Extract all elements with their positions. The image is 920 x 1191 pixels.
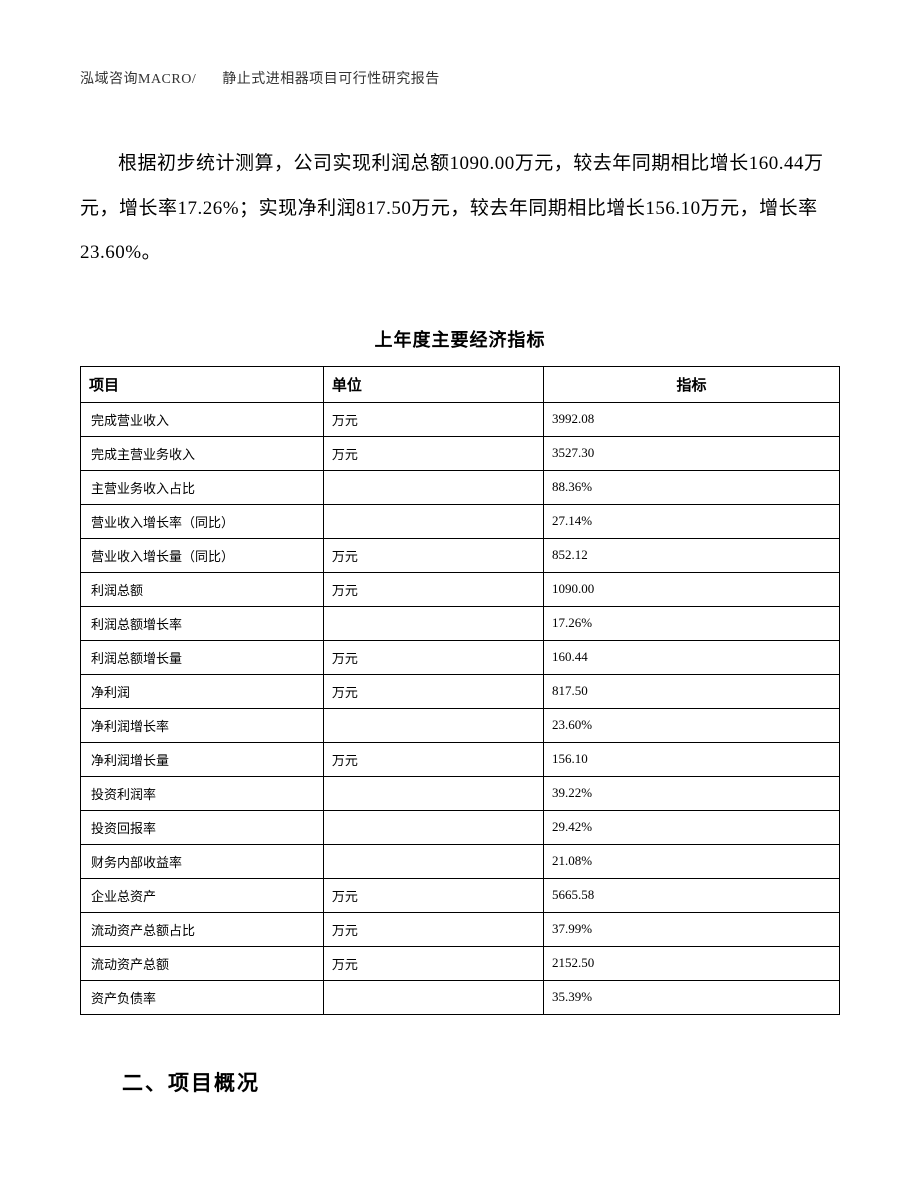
table-body: 完成营业收入 万元 3992.08 完成主营业务收入 万元 3527.30 主营… — [81, 402, 840, 1014]
cell-unit — [323, 776, 543, 810]
cell-unit — [323, 708, 543, 742]
cell-value: 817.50 — [543, 674, 839, 708]
page-container: 泓域咨询MACRO/ 静止式进相器项目可行性研究报告 根据初步统计测算，公司实现… — [0, 0, 920, 1147]
cell-item: 净利润增长率 — [81, 708, 324, 742]
summary-paragraph: 根据初步统计测算，公司实现利润总额1090.00万元，较去年同期相比增长160.… — [80, 142, 840, 276]
economic-indicators-table: 项目 单位 指标 完成营业收入 万元 3992.08 完成主营业务收入 万元 3… — [80, 366, 840, 1015]
cell-unit — [323, 844, 543, 878]
cell-item: 完成营业收入 — [81, 402, 324, 436]
cell-item: 完成主营业务收入 — [81, 436, 324, 470]
cell-unit: 万元 — [323, 912, 543, 946]
header-company: 泓域咨询MACRO/ — [80, 72, 196, 87]
cell-value: 39.22% — [543, 776, 839, 810]
column-header-item: 项目 — [81, 366, 324, 402]
cell-value: 5665.58 — [543, 878, 839, 912]
table-row: 利润总额 万元 1090.00 — [81, 572, 840, 606]
cell-value: 35.39% — [543, 980, 839, 1014]
cell-value: 21.08% — [543, 844, 839, 878]
cell-unit — [323, 504, 543, 538]
cell-unit: 万元 — [323, 436, 543, 470]
cell-item: 财务内部收益率 — [81, 844, 324, 878]
page-header: 泓域咨询MACRO/ 静止式进相器项目可行性研究报告 — [80, 68, 840, 88]
table-row: 流动资产总额占比 万元 37.99% — [81, 912, 840, 946]
table-row: 投资回报率 29.42% — [81, 810, 840, 844]
cell-value: 17.26% — [543, 606, 839, 640]
cell-value: 852.12 — [543, 538, 839, 572]
cell-item: 资产负债率 — [81, 980, 324, 1014]
column-header-unit: 单位 — [323, 366, 543, 402]
cell-unit: 万元 — [323, 572, 543, 606]
cell-unit — [323, 470, 543, 504]
table-row: 完成营业收入 万元 3992.08 — [81, 402, 840, 436]
cell-item: 营业收入增长率（同比） — [81, 504, 324, 538]
table-row: 利润总额增长量 万元 160.44 — [81, 640, 840, 674]
table-row: 营业收入增长率（同比） 27.14% — [81, 504, 840, 538]
cell-unit — [323, 980, 543, 1014]
cell-value: 3527.30 — [543, 436, 839, 470]
cell-unit — [323, 810, 543, 844]
cell-unit: 万元 — [323, 674, 543, 708]
cell-value: 2152.50 — [543, 946, 839, 980]
table-row: 投资利润率 39.22% — [81, 776, 840, 810]
cell-unit: 万元 — [323, 640, 543, 674]
cell-item: 投资利润率 — [81, 776, 324, 810]
cell-value: 27.14% — [543, 504, 839, 538]
cell-unit: 万元 — [323, 878, 543, 912]
cell-item: 企业总资产 — [81, 878, 324, 912]
cell-value: 37.99% — [543, 912, 839, 946]
table-row: 净利润增长量 万元 156.10 — [81, 742, 840, 776]
header-doc-title: 静止式进相器项目可行性研究报告 — [222, 72, 440, 87]
cell-item: 净利润增长量 — [81, 742, 324, 776]
table-row: 资产负债率 35.39% — [81, 980, 840, 1014]
table-row: 净利润 万元 817.50 — [81, 674, 840, 708]
column-header-value: 指标 — [543, 366, 839, 402]
cell-item: 利润总额 — [81, 572, 324, 606]
cell-value: 29.42% — [543, 810, 839, 844]
cell-item: 利润总额增长量 — [81, 640, 324, 674]
table-title: 上年度主要经济指标 — [80, 326, 840, 352]
cell-unit — [323, 606, 543, 640]
cell-item: 流动资产总额 — [81, 946, 324, 980]
cell-value: 156.10 — [543, 742, 839, 776]
cell-unit: 万元 — [323, 402, 543, 436]
cell-unit: 万元 — [323, 742, 543, 776]
cell-value: 88.36% — [543, 470, 839, 504]
table-row: 利润总额增长率 17.26% — [81, 606, 840, 640]
cell-item: 流动资产总额占比 — [81, 912, 324, 946]
cell-unit: 万元 — [323, 946, 543, 980]
cell-value: 23.60% — [543, 708, 839, 742]
table-row: 净利润增长率 23.60% — [81, 708, 840, 742]
table-header-row: 项目 单位 指标 — [81, 366, 840, 402]
cell-item: 投资回报率 — [81, 810, 324, 844]
table-row: 主营业务收入占比 88.36% — [81, 470, 840, 504]
table-row: 企业总资产 万元 5665.58 — [81, 878, 840, 912]
cell-value: 1090.00 — [543, 572, 839, 606]
cell-item: 主营业务收入占比 — [81, 470, 324, 504]
cell-value: 3992.08 — [543, 402, 839, 436]
table-row: 财务内部收益率 21.08% — [81, 844, 840, 878]
cell-unit: 万元 — [323, 538, 543, 572]
cell-item: 利润总额增长率 — [81, 606, 324, 640]
table-row: 流动资产总额 万元 2152.50 — [81, 946, 840, 980]
table-row: 营业收入增长量（同比） 万元 852.12 — [81, 538, 840, 572]
cell-item: 净利润 — [81, 674, 324, 708]
section-title: 二、项目概况 — [80, 1067, 840, 1097]
cell-value: 160.44 — [543, 640, 839, 674]
cell-item: 营业收入增长量（同比） — [81, 538, 324, 572]
table-row: 完成主营业务收入 万元 3527.30 — [81, 436, 840, 470]
